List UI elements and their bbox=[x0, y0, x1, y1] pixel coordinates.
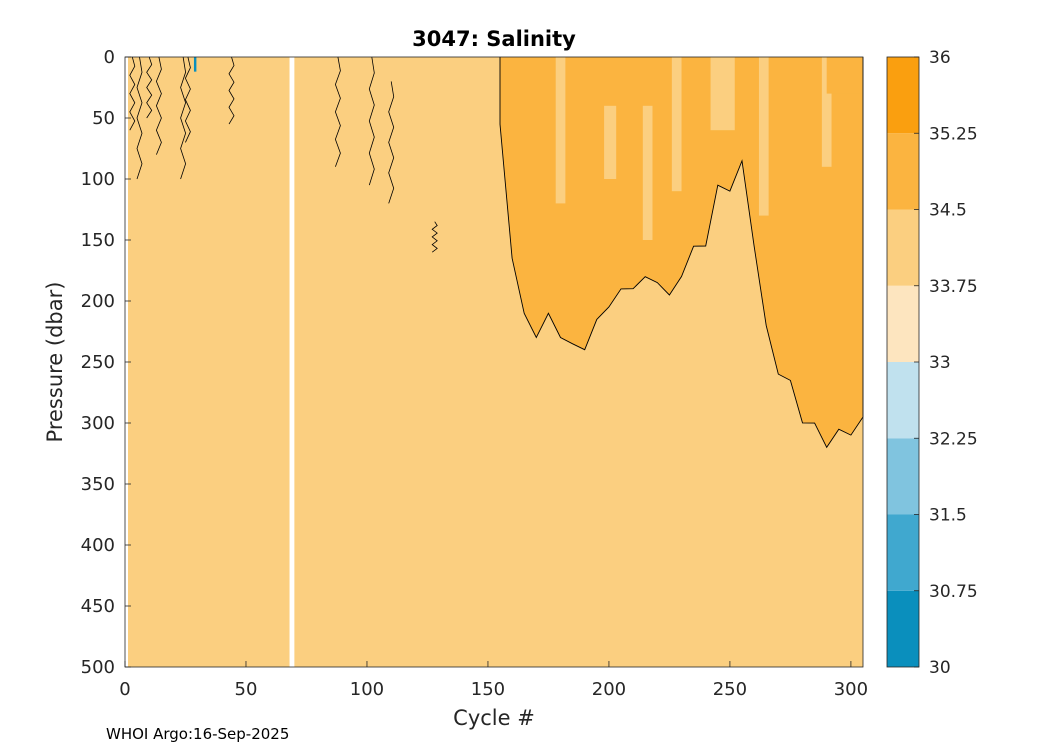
x-tick-label: 200 bbox=[592, 679, 626, 700]
contour-line bbox=[184, 56, 191, 143]
colorbar-label: 30.75 bbox=[929, 582, 978, 602]
contour-line bbox=[431, 221, 438, 253]
colorbar-label: 32.25 bbox=[929, 429, 978, 449]
y-tick-label: 300 bbox=[81, 413, 115, 434]
colorbar-segment bbox=[887, 590, 919, 667]
low-salinity-band bbox=[821, 57, 832, 167]
colorbar-segment bbox=[887, 438, 919, 515]
x-axis-title: Cycle # bbox=[453, 706, 535, 730]
y-tick-label: 450 bbox=[81, 596, 115, 617]
fresh-surface-feature bbox=[193, 57, 197, 72]
x-tick-label: 0 bbox=[119, 679, 130, 700]
chart-title: 3047: Salinity bbox=[412, 27, 576, 51]
y-tick-label: 150 bbox=[81, 230, 115, 251]
low-salinity-band bbox=[671, 57, 682, 192]
colorbar-label: 31.5 bbox=[929, 506, 967, 526]
y-tick-label: 500 bbox=[81, 657, 115, 678]
contour-line bbox=[334, 56, 341, 167]
y-tick-label: 200 bbox=[81, 291, 115, 312]
colorbar-segment bbox=[887, 514, 919, 591]
y-tick-label: 100 bbox=[81, 169, 115, 190]
contour-line bbox=[136, 56, 143, 180]
y-axis-title: Pressure (dbar) bbox=[43, 282, 67, 443]
colorbar-label: 30 bbox=[929, 658, 951, 678]
surface-high-patch bbox=[589, 57, 653, 106]
plot-area bbox=[124, 56, 864, 668]
salinity-field bbox=[128, 57, 863, 667]
y-axis: 0 50 100 150 200 250 300 350 400 450 500 bbox=[81, 47, 131, 678]
contour-line bbox=[146, 56, 153, 119]
contour-line bbox=[368, 56, 375, 186]
x-tick-label: 100 bbox=[350, 679, 384, 700]
contour-line bbox=[129, 56, 136, 131]
colorbar-label: 35.25 bbox=[929, 124, 978, 144]
contour-line bbox=[499, 57, 864, 449]
low-salinity-band bbox=[758, 57, 769, 216]
colorbar-segment bbox=[887, 285, 919, 362]
colorbar-label: 33.75 bbox=[929, 277, 978, 297]
colorbar-label: 36 bbox=[929, 48, 951, 68]
low-salinity-band bbox=[642, 57, 653, 240]
x-tick-label: 250 bbox=[713, 679, 747, 700]
contour-line bbox=[228, 56, 235, 125]
surface-high-patch bbox=[826, 57, 863, 94]
y-tick-label: 250 bbox=[81, 352, 115, 373]
colorbar-label: 33 bbox=[929, 353, 951, 373]
y-tick-label: 0 bbox=[104, 47, 115, 68]
contour-lines bbox=[129, 56, 864, 449]
x-tick-label: 50 bbox=[235, 679, 258, 700]
x-axis: 0 50 100 150 200 250 300 bbox=[119, 661, 868, 700]
colorbar-segment bbox=[887, 362, 919, 439]
contour-line bbox=[388, 81, 395, 204]
colorbar: 30 30.75 31.5 32.25 33 33.75 34.5 35.25 36 bbox=[886, 48, 978, 678]
colorbar-label: 34.5 bbox=[929, 201, 967, 221]
y-tick-label: 400 bbox=[81, 535, 115, 556]
footer-credit: WHOI Argo:16-Sep-2025 bbox=[106, 725, 290, 743]
y-tick-label: 350 bbox=[81, 474, 115, 495]
colorbar-segment bbox=[887, 57, 919, 134]
colorbar-segment bbox=[887, 209, 919, 286]
y-tick-label: 50 bbox=[92, 108, 115, 129]
contour-line bbox=[155, 56, 162, 155]
low-salinity-band bbox=[710, 57, 735, 131]
low-salinity-band bbox=[555, 57, 566, 204]
x-tick-label: 300 bbox=[834, 679, 868, 700]
colorbar-segment bbox=[887, 133, 919, 210]
contour-line bbox=[180, 56, 187, 180]
data-gap bbox=[289, 57, 295, 667]
x-tick-label: 150 bbox=[471, 679, 505, 700]
